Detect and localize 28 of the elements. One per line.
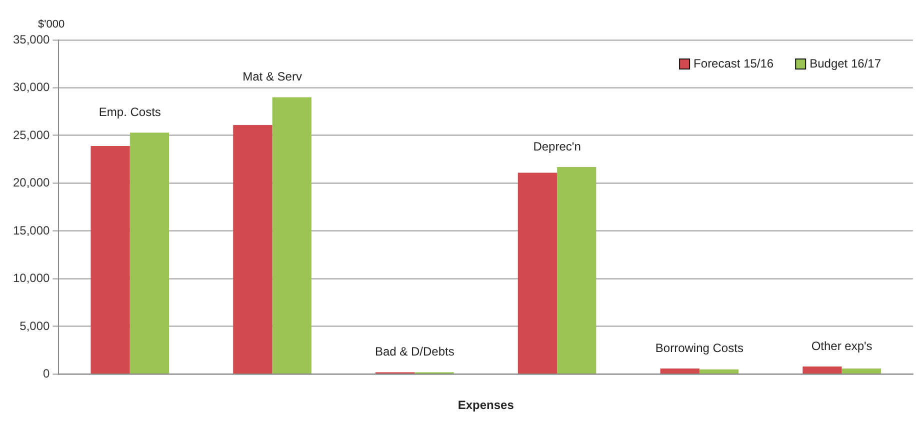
bar (233, 124, 272, 374)
annotation: Bad & D/Debts (374, 344, 454, 359)
bar (272, 97, 312, 374)
bar (699, 369, 739, 374)
y-tick-label: 20,000 (13, 176, 50, 190)
annotation: Deprec'n (533, 139, 581, 154)
y-tick-label: 15,000 (13, 223, 50, 238)
y-axis-title: $'000 (38, 18, 65, 31)
annotation: Other exp's (811, 338, 872, 353)
bar (842, 368, 881, 374)
annotation: Mat & Serv (242, 70, 302, 84)
y-tick-label: 25,000 (13, 128, 50, 142)
bar (557, 166, 596, 374)
legend-label: Budget 16/17 (810, 56, 882, 70)
legend-label: Forecast 15/16 (694, 56, 774, 70)
bar (130, 132, 170, 374)
bar (660, 368, 700, 374)
y-tick-label: 30,000 (13, 80, 50, 94)
bar (518, 172, 558, 374)
y-tick-label: 0 (43, 366, 50, 381)
y-tick-label: 35,000 (13, 32, 50, 46)
x-axis-title: Expenses (458, 398, 514, 412)
annotation: Emp. Costs (98, 104, 161, 119)
annotation: Borrowing Costs (655, 340, 744, 355)
y-tick-label: 10,000 (13, 271, 50, 286)
bar (90, 146, 130, 374)
y-tick-label: 5,000 (20, 318, 50, 333)
bar (802, 366, 842, 374)
